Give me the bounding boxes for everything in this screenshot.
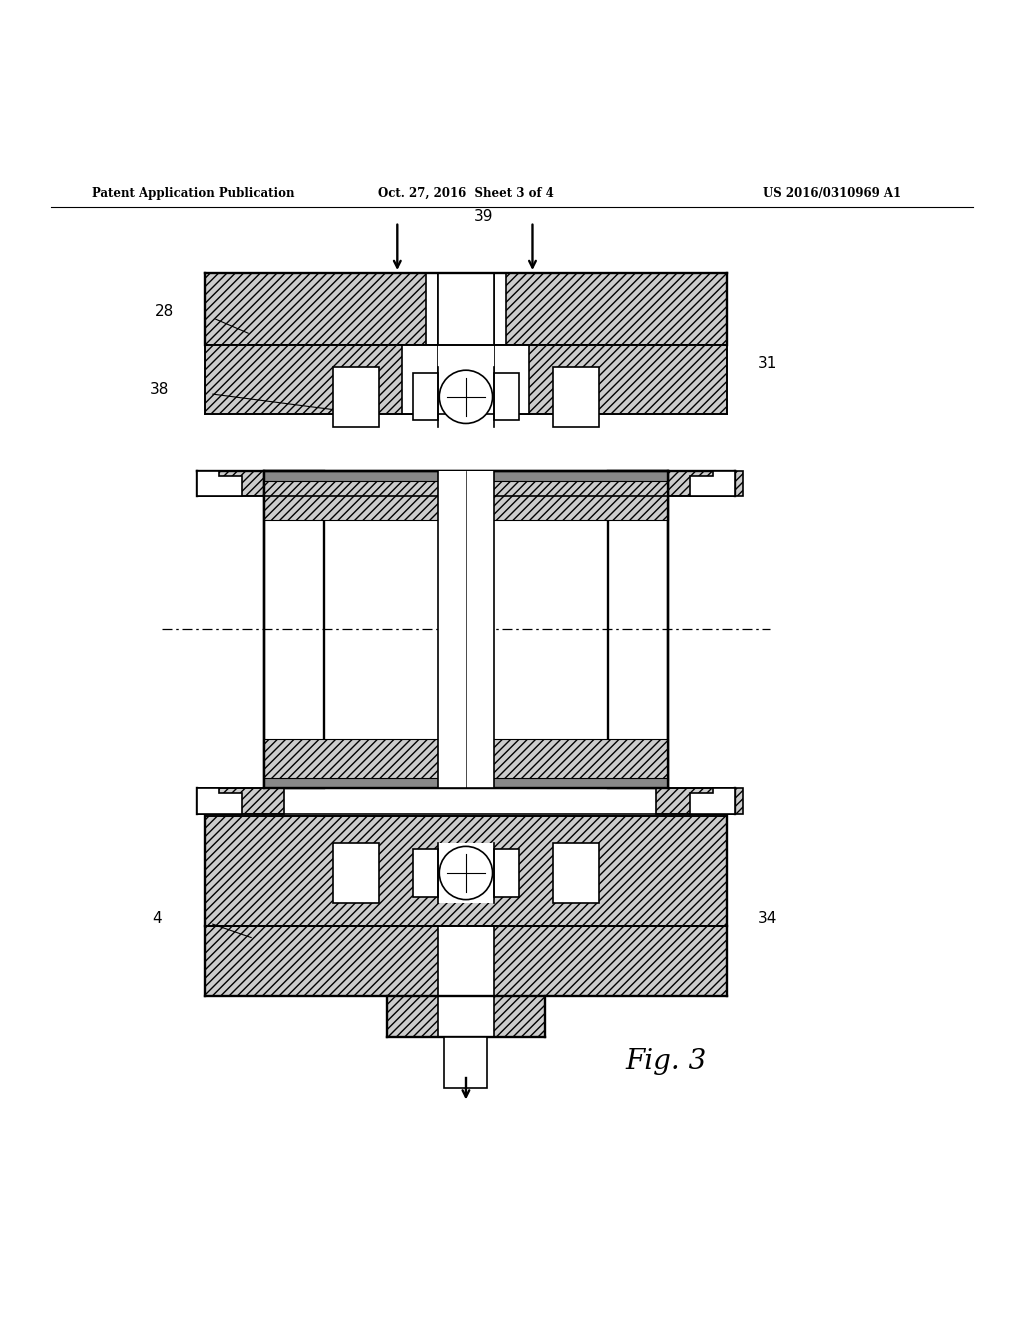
Polygon shape <box>608 470 668 788</box>
Polygon shape <box>690 470 735 496</box>
Polygon shape <box>197 788 242 813</box>
Circle shape <box>439 846 493 900</box>
Text: 39: 39 <box>473 209 494 224</box>
Text: 28: 28 <box>155 305 174 319</box>
Polygon shape <box>438 367 494 426</box>
Polygon shape <box>264 739 668 780</box>
Polygon shape <box>435 273 497 345</box>
Polygon shape <box>413 850 438 896</box>
Polygon shape <box>197 788 284 813</box>
Polygon shape <box>205 273 727 345</box>
Polygon shape <box>553 367 599 426</box>
Polygon shape <box>264 777 668 788</box>
Polygon shape <box>426 273 438 345</box>
Polygon shape <box>264 479 668 520</box>
Polygon shape <box>264 470 668 480</box>
Polygon shape <box>656 788 743 813</box>
Text: 31: 31 <box>758 355 777 371</box>
Text: Fig. 3: Fig. 3 <box>625 1048 707 1074</box>
Polygon shape <box>387 995 545 1036</box>
Text: 34: 34 <box>758 911 777 925</box>
Polygon shape <box>656 470 743 496</box>
Polygon shape <box>333 843 379 903</box>
Text: Oct. 27, 2016  Sheet 3 of 4: Oct. 27, 2016 Sheet 3 of 4 <box>378 186 554 199</box>
Polygon shape <box>264 470 324 788</box>
Polygon shape <box>553 843 599 903</box>
Polygon shape <box>402 345 438 414</box>
Polygon shape <box>438 927 494 995</box>
Polygon shape <box>333 367 379 426</box>
Polygon shape <box>197 470 284 496</box>
Polygon shape <box>438 470 494 788</box>
Polygon shape <box>205 816 727 927</box>
Polygon shape <box>438 345 494 414</box>
Text: US 2016/0310969 A1: US 2016/0310969 A1 <box>763 186 901 199</box>
Polygon shape <box>438 273 494 345</box>
Text: 4: 4 <box>153 911 162 925</box>
Polygon shape <box>494 345 529 414</box>
Polygon shape <box>494 273 506 345</box>
Polygon shape <box>690 788 735 813</box>
Polygon shape <box>197 470 242 496</box>
Polygon shape <box>205 927 727 995</box>
Polygon shape <box>413 374 438 420</box>
Polygon shape <box>444 1036 487 1088</box>
Text: 38: 38 <box>150 383 169 397</box>
Text: Patent Application Publication: Patent Application Publication <box>92 186 295 199</box>
Polygon shape <box>438 843 494 903</box>
Polygon shape <box>494 850 519 896</box>
Polygon shape <box>494 374 519 420</box>
Polygon shape <box>205 345 727 414</box>
Polygon shape <box>438 995 494 1036</box>
Circle shape <box>439 370 493 424</box>
